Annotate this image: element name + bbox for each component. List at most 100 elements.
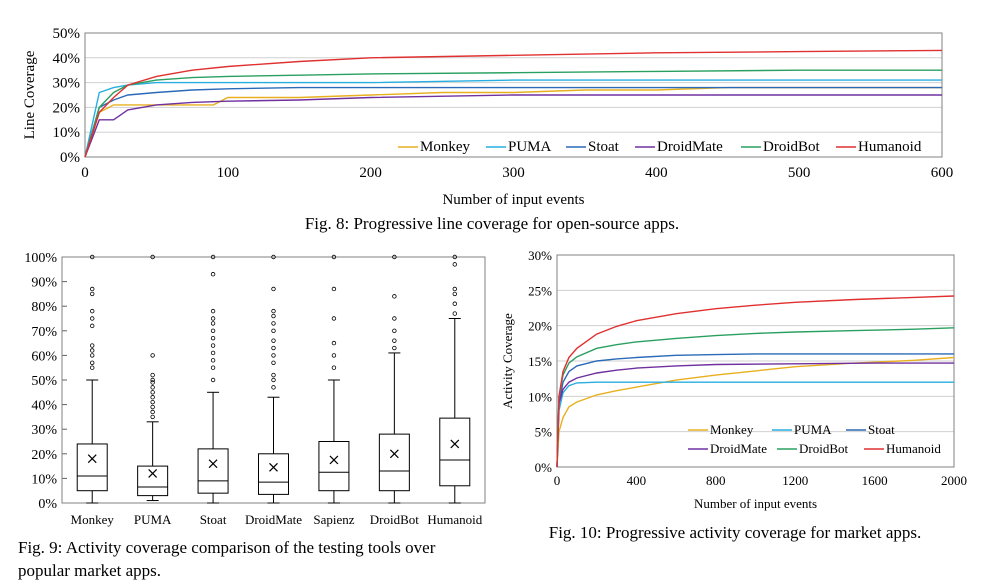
series-line-puma [556, 381, 954, 468]
box-sapienz [318, 441, 350, 492]
legend-entry-humanoid: Humanoid [858, 139, 922, 155]
legend-entry-monkey: Monkey [420, 139, 470, 155]
outlier-point [210, 316, 216, 321]
legend-entry-humanoid: Humanoid [886, 441, 941, 456]
x-tick-label: 1600 [862, 473, 888, 488]
y-tick-label: 20% [53, 100, 81, 116]
x-axis-label: Number of input events [442, 192, 584, 208]
outlier-point [210, 350, 216, 356]
outlier-point [90, 286, 95, 292]
x-tick-label: 400 [627, 473, 647, 488]
outlier-point [271, 321, 276, 326]
fig9-caption-line2: popular market apps. [18, 561, 161, 580]
series-line-stoat [556, 353, 954, 468]
x-axis-label: Number of input events [694, 496, 817, 511]
outlier-point [90, 360, 95, 365]
x-tick-label: 0 [81, 165, 89, 181]
outlier-point [210, 328, 216, 333]
mean-marker-sapienz [329, 455, 339, 465]
outlier-point [392, 254, 397, 260]
outlier-point [90, 353, 95, 358]
mean-marker-monkey [87, 454, 97, 464]
outlier-point [210, 321, 216, 326]
outlier-point [452, 291, 457, 297]
series-line-humanoid [556, 295, 955, 468]
outlier-point [271, 385, 276, 390]
outlier-point [452, 301, 457, 306]
x-tick-label: 500 [788, 165, 811, 181]
y-tick-label: 10% [53, 125, 81, 141]
legend-entry-droidbot: DroidBot [763, 139, 821, 155]
outlier-point [210, 343, 216, 348]
category-label-droidbot: DroidBot [370, 512, 420, 527]
legend-entry-puma: PUMA [794, 422, 832, 437]
outlier-point [452, 262, 457, 267]
category-label-droidmate: DroidMate [245, 512, 302, 527]
outlier-point [210, 254, 216, 260]
outlier-point [90, 343, 95, 348]
outlier-point [271, 313, 276, 319]
box-stoat [197, 448, 229, 494]
x-tick-label: 600 [931, 165, 954, 181]
outlier-point [90, 308, 95, 314]
series-line-droidbot [556, 327, 955, 468]
x-tick-label: 100 [217, 165, 240, 181]
outlier-point [452, 311, 457, 316]
outlier-point [271, 372, 276, 378]
outlier-point [150, 404, 155, 410]
y-tick-label: 30% [53, 76, 81, 92]
outlier-point [271, 254, 276, 260]
activity-coverage-boxplot: 0% 10% 20% 30% 40% 50% 60% 70% 80% 90% 100% Monkey P… [24, 251, 486, 527]
y-tick-label: 40% [53, 51, 81, 67]
line-coverage-chart: 0% 10% 20% 30% 40% 50% 0 100 200 300 400 500 600 Numb… [22, 26, 953, 208]
y-tick-label: 20% [528, 319, 552, 334]
series-line-droidbot [84, 69, 942, 158]
legend-entry-monkey: Monkey [710, 422, 754, 437]
mean-marker-droidmate [269, 462, 278, 472]
outlier-point [150, 385, 155, 390]
outlier-point [331, 353, 337, 358]
y-tick-label: 20% [31, 448, 57, 463]
y-tick-label: 80% [31, 300, 57, 315]
y-tick-label: 50% [31, 374, 57, 389]
series-line-puma [84, 79, 942, 158]
box-humanoid [439, 417, 471, 487]
x-tick-label: 200 [359, 165, 382, 181]
outlier-point [150, 372, 155, 378]
mean-marker-stoat [208, 459, 218, 469]
y-tick-label: 15% [528, 354, 552, 369]
x-tick-label: 0 [554, 473, 561, 488]
box-puma [137, 465, 169, 497]
category-label-stoat: Stoat [200, 512, 227, 527]
outlier-point [271, 286, 276, 292]
series-line-droidmate [84, 94, 942, 158]
box-monkey [76, 443, 108, 492]
y-tick-label: 5% [535, 425, 553, 440]
fig10-caption: Fig. 10: Progressive activity coverage f… [549, 523, 921, 542]
category-label-monkey: Monkey [71, 512, 115, 527]
outlier-point [271, 360, 276, 365]
outlier-point [331, 254, 337, 260]
outlier-point [90, 323, 95, 329]
outlier-point [210, 335, 216, 341]
y-axis-label: Activity Coverage [500, 313, 515, 409]
outlier-point [90, 254, 95, 260]
outlier-point [271, 308, 276, 314]
outlier-point [90, 291, 95, 297]
mean-marker-humanoid [450, 439, 460, 449]
x-tick-label: 1200 [782, 473, 808, 488]
legend-entry-puma: PUMA [508, 139, 552, 155]
outlier-point [150, 377, 155, 383]
x-tick-label: 800 [706, 473, 726, 488]
outlier-point [452, 286, 457, 292]
outlier-point [331, 340, 337, 346]
legend-entry-droidbot: DroidBot [799, 441, 849, 456]
x-tick-label: 300 [502, 165, 525, 181]
box-droidmate [258, 453, 289, 495]
series-line-stoat [84, 86, 942, 158]
y-tick-label: 30% [528, 248, 552, 263]
y-tick-label: 10% [528, 389, 552, 404]
outlier-point [210, 308, 216, 314]
outlier-point [392, 338, 397, 343]
